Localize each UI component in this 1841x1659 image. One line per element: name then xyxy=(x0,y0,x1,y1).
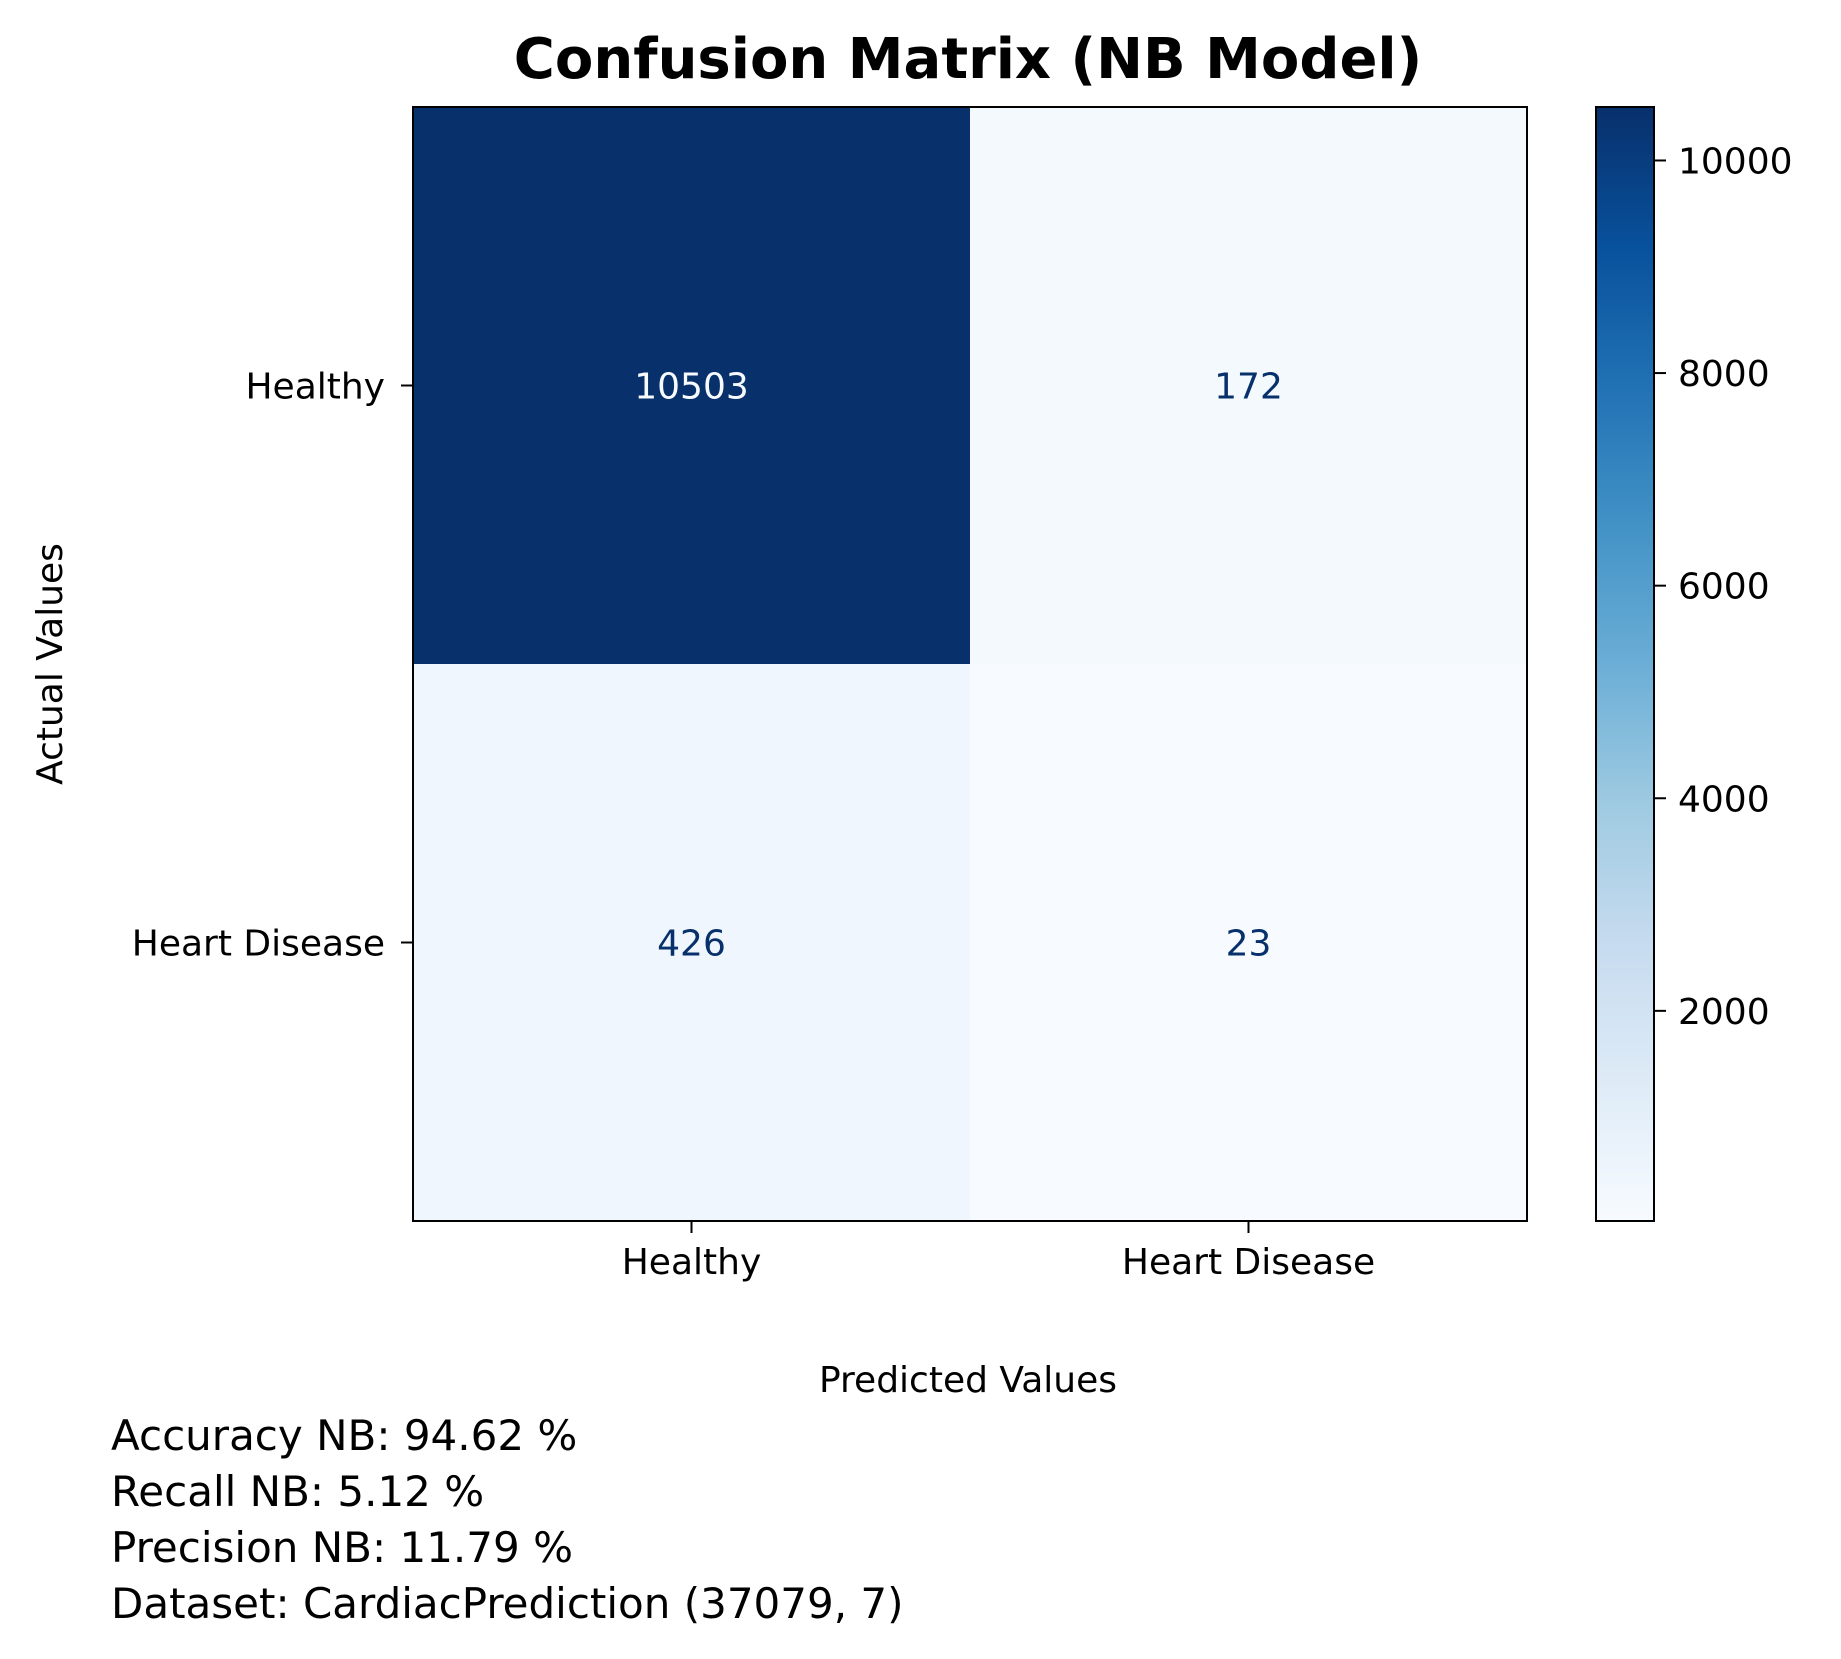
matrix-cells xyxy=(413,107,1528,1222)
cell-value-1-0: 426 xyxy=(657,924,726,965)
x-tick-label-0: Healthy xyxy=(622,1242,762,1283)
confusion-matrix-chart: Confusion Matrix (NB Model) 10503 172 426 2… xyxy=(30,27,1793,1400)
matrix-cell-0-1 xyxy=(970,107,1528,665)
matrix-cell-labels: 10503 172 426 23 xyxy=(634,367,1283,965)
matrix-cell-1-0 xyxy=(413,664,971,1222)
recall-text: Recall NB: 5.12 % xyxy=(111,1467,485,1516)
cell-value-0-0: 10503 xyxy=(634,367,749,408)
plot-frame xyxy=(412,106,1528,1222)
colorbar-tick-label-2: 6000 xyxy=(1678,567,1770,608)
colorbar-tick-label-0: 2000 xyxy=(1678,992,1770,1033)
y-axis-ticks: Healthy Heart Disease xyxy=(132,367,413,965)
x-tick-label-1: Heart Disease xyxy=(1122,1242,1375,1283)
matrix-cell-0-0 xyxy=(413,107,971,665)
precision-text: Precision NB: 11.79 % xyxy=(111,1523,573,1572)
metrics-summary: Accuracy NB: 94.62 % Recall NB: 5.12 % P… xyxy=(111,1408,904,1632)
y-tick-label-1: Heart Disease xyxy=(132,924,385,965)
colorbar-tick-label-4: 10000 xyxy=(1678,141,1793,182)
dataset-text: Dataset: CardiacPrediction (37079, 7) xyxy=(111,1579,904,1628)
colorbar-tick-label-1: 4000 xyxy=(1678,779,1770,820)
x-axis-ticks: Healthy Heart Disease xyxy=(622,1221,1375,1283)
cell-value-1-1: 23 xyxy=(1226,924,1272,965)
x-axis-label: Predicted Values xyxy=(819,1360,1117,1400)
colorbar-tick-label-3: 8000 xyxy=(1678,354,1770,395)
colorbar xyxy=(1595,106,1655,1222)
accuracy-text: Accuracy NB: 94.62 % xyxy=(111,1411,578,1460)
matrix-cell-1-1 xyxy=(970,664,1528,1222)
y-tick-label-0: Healthy xyxy=(245,367,385,408)
chart-title: Confusion Matrix (NB Model) xyxy=(514,27,1422,92)
colorbar-ticks: 2000 4000 6000 8000 10000 xyxy=(1654,141,1793,1033)
cell-value-0-1: 172 xyxy=(1214,367,1283,408)
y-axis-label: Actual Values xyxy=(30,543,71,785)
